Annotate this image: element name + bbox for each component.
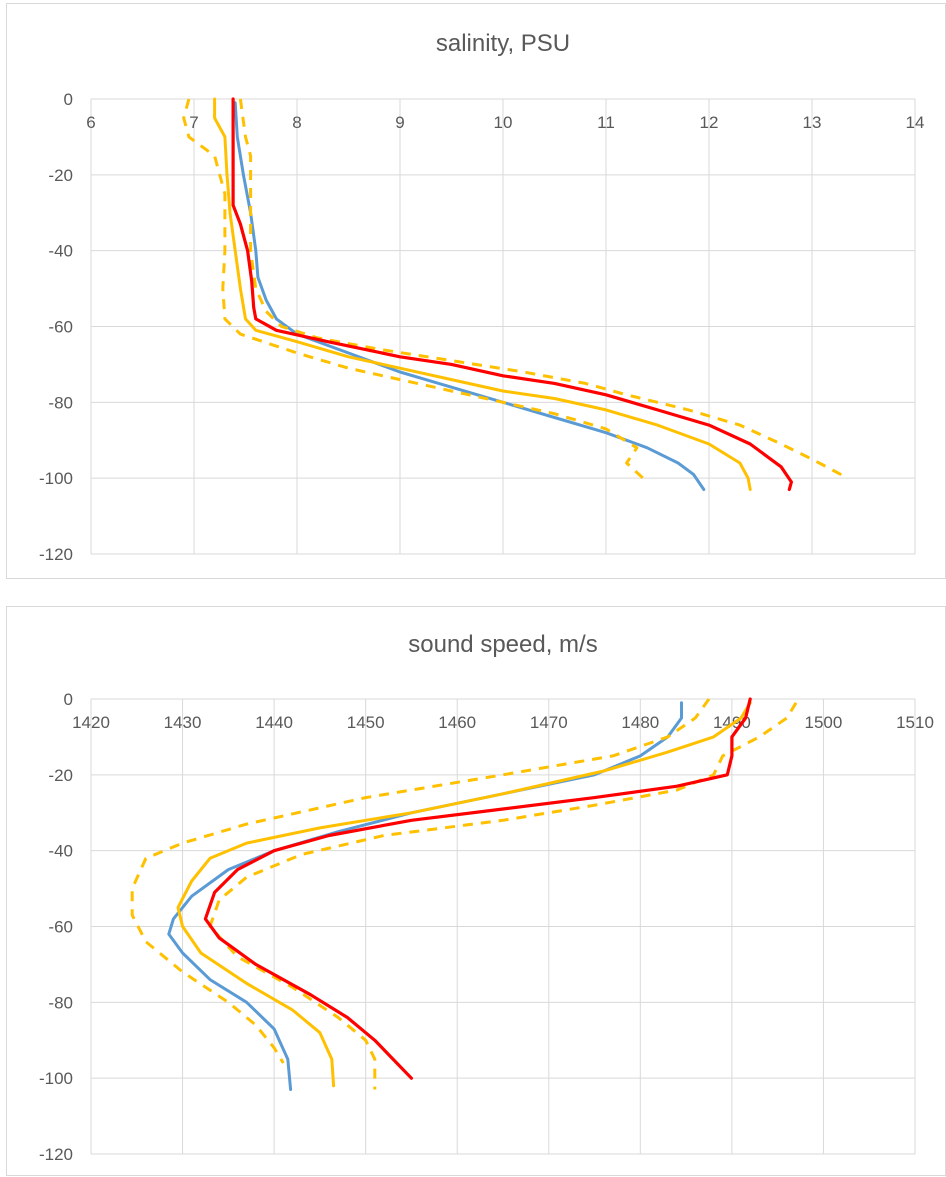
x-tick-label: 8 bbox=[292, 113, 301, 132]
x-tick-label: 1450 bbox=[347, 713, 385, 732]
y-tick-label: -100 bbox=[39, 1069, 73, 1088]
y-tick-label: 0 bbox=[64, 90, 73, 109]
x-tick-label: 1420 bbox=[72, 713, 110, 732]
x-tick-label: 1480 bbox=[621, 713, 659, 732]
series-line-4 bbox=[238, 98, 849, 480]
x-tick-label: 1470 bbox=[530, 713, 568, 732]
series-line-4 bbox=[208, 702, 798, 1090]
chart-title: salinity, PSU bbox=[436, 30, 570, 57]
y-tick-label: -40 bbox=[48, 842, 73, 861]
x-tick-label: 14 bbox=[906, 113, 925, 132]
x-tick-label: 6 bbox=[86, 113, 95, 132]
y-tick-label: -80 bbox=[48, 993, 73, 1012]
x-tick-label: 1440 bbox=[255, 713, 293, 732]
x-tick-label: 1510 bbox=[896, 713, 934, 732]
y-tick-label: -120 bbox=[39, 1145, 73, 1164]
series-line-5 bbox=[203, 697, 752, 1080]
y-tick-label: -100 bbox=[39, 469, 73, 488]
chart-title: sound speed, m/s bbox=[408, 631, 597, 658]
x-tick-label: 9 bbox=[395, 113, 404, 132]
y-tick-label: -60 bbox=[48, 918, 73, 937]
series-line-5 bbox=[231, 97, 793, 492]
series-line-2 bbox=[213, 97, 752, 491]
x-tick-label: 11 bbox=[597, 113, 615, 132]
sound-speed-chart: sound speed, m/s 1420 1430 1440 1450 1460 147… bbox=[39, 631, 934, 1164]
x-tick-label: 1460 bbox=[438, 713, 476, 732]
series-line-1 bbox=[167, 701, 683, 1091]
x-tick-label: 7 bbox=[189, 113, 198, 132]
y-tick-label: -120 bbox=[39, 545, 73, 564]
salinity-chart: salinity, PSU 6 7 8 9 10 11 12 13 14 0 -20 -40 -60 -8… bbox=[39, 30, 925, 564]
y-tick-label: -40 bbox=[48, 242, 73, 261]
series-line-2 bbox=[176, 701, 752, 1088]
y-tick-label: -60 bbox=[48, 318, 73, 337]
y-tick-label: 0 bbox=[64, 690, 73, 709]
y-tick-label: -20 bbox=[48, 766, 73, 785]
salinity-chart-panel: salinity, PSU 6 7 8 9 10 11 12 13 14 0 -20 -40 -60 -8… bbox=[6, 3, 946, 579]
series-line-3 bbox=[130, 698, 711, 1064]
series-line-1 bbox=[233, 101, 706, 491]
x-tick-label: 10 bbox=[494, 113, 513, 132]
x-tick-label: 13 bbox=[803, 113, 822, 132]
series-line-3 bbox=[182, 98, 649, 484]
sound-speed-chart-panel: sound speed, m/s 1420 1430 1440 1450 1460 147… bbox=[6, 606, 946, 1176]
y-tick-label: -20 bbox=[48, 166, 73, 185]
x-tick-label: 1430 bbox=[164, 713, 202, 732]
x-tick-label: 1500 bbox=[805, 713, 843, 732]
y-tick-label: -80 bbox=[48, 393, 73, 412]
x-tick-label: 12 bbox=[700, 113, 719, 132]
